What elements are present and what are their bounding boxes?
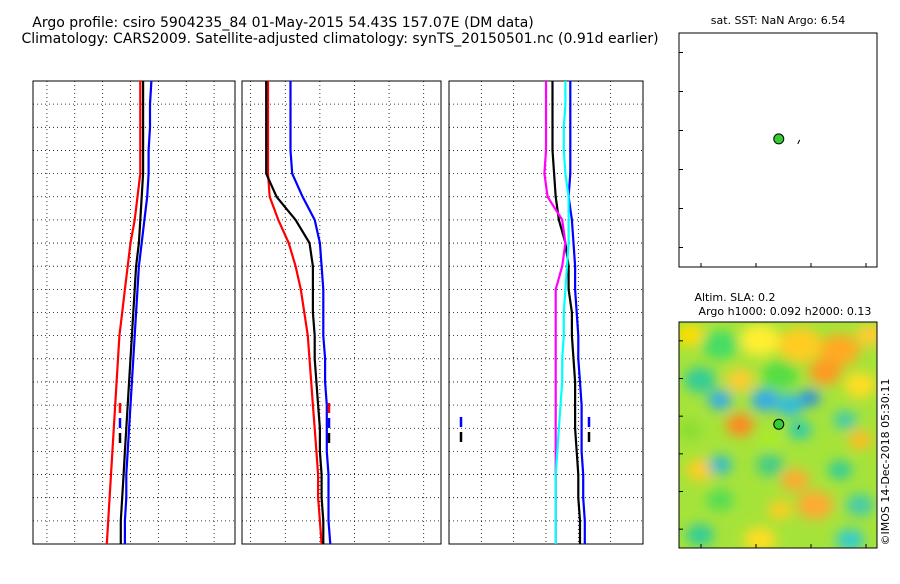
difference-series-blue: [567, 81, 586, 544]
temperature-series-black: [119, 81, 145, 544]
sst-map: sat. SST: NaN Argo: 6.54: [678, 14, 878, 268]
temperature-series-blue: [123, 80, 153, 544]
sla-anomaly-blob: [708, 390, 732, 410]
sla-anomaly-blob: [751, 388, 779, 412]
salinity-series-red: [266, 81, 323, 545]
sst_map-float-track: [797, 139, 801, 145]
sla-anomaly-blob: [744, 527, 776, 548]
sla-anomaly-blob: [760, 432, 780, 448]
sla-anomaly-blob: [679, 323, 704, 347]
sla-map: Altim. SLA: 0.2 Argo h1000: 0.092 h2000:…: [678, 291, 892, 549]
sla-anomaly-blob: [756, 453, 784, 477]
sla-anomaly-blob: [684, 367, 716, 393]
salinity-series-black: [265, 81, 325, 544]
sla-anomaly-blob: [836, 528, 864, 548]
imos-watermark: ©IMOS 14-Dec-2018 05:30:11: [879, 379, 892, 546]
salinity-series-blue: [289, 81, 332, 545]
sla-anomaly-blob: [778, 327, 822, 363]
sla_map-float-track: [797, 425, 801, 430]
figure-title-line2: Climatology: CARS2009. Satellite-adjuste…: [21, 31, 658, 47]
sla-anomaly-blob: [820, 334, 860, 366]
sla-anomaly-blob: [776, 393, 804, 417]
salinity-frame: [241, 80, 442, 545]
salinity-panel: [241, 80, 442, 545]
sla-anomaly-blob: [788, 420, 812, 440]
sla-anomaly-blob: [768, 500, 792, 520]
temperature-series-red: [105, 81, 142, 545]
sla-map-title-line1: Altim. SLA: 0.2: [694, 291, 775, 304]
sla-anomaly-blob: [809, 359, 841, 385]
sla-map-frame: [678, 321, 878, 549]
sla_map-argo-location-marker: [773, 418, 785, 430]
sla-anomaly-blob: [781, 468, 809, 492]
sla-anomaly-blob: [844, 372, 876, 398]
sla-anomaly-blob: [848, 430, 872, 450]
sla-anomaly-blob: [702, 330, 738, 360]
sla-anomaly-blob: [726, 413, 754, 437]
sla-anomaly-blob: [856, 323, 877, 347]
sla-anomaly-blob: [846, 493, 874, 517]
temperature-panel: [32, 80, 236, 545]
sst-map-title: sat. SST: NaN Argo: 6.54: [711, 14, 845, 27]
sla-anomaly-blob: [706, 488, 734, 512]
sla-anomaly-field: [679, 323, 877, 548]
sla-anomaly-blob: [740, 324, 780, 356]
difference-series-cyan: [554, 81, 570, 544]
sst_map-argo-location-marker: [773, 133, 785, 145]
sla-anomaly-blob: [686, 458, 714, 482]
sla-map-title-line2: Argo h1000: 0.092 h2000: 0.13: [699, 305, 872, 318]
sla-anomaly-blob: [797, 490, 833, 520]
sla-anomaly-blob: [708, 455, 732, 475]
sla-anomaly-blob: [679, 420, 702, 440]
difference-panel: [448, 80, 644, 545]
sla-anomaly-blob: [686, 523, 714, 547]
sst-map-frame: [678, 32, 878, 268]
sla-anomaly-blob: [828, 460, 852, 480]
difference-series-black: [551, 81, 582, 544]
sla-anomaly-blob: [833, 410, 857, 430]
sla-anomaly-blob: [726, 368, 754, 392]
sla-anomaly-blob: [800, 390, 820, 406]
sla-anomaly-blob: [762, 360, 798, 390]
figure-title-line1: Argo profile: csiro 5904235_84 01-May-20…: [32, 15, 534, 31]
